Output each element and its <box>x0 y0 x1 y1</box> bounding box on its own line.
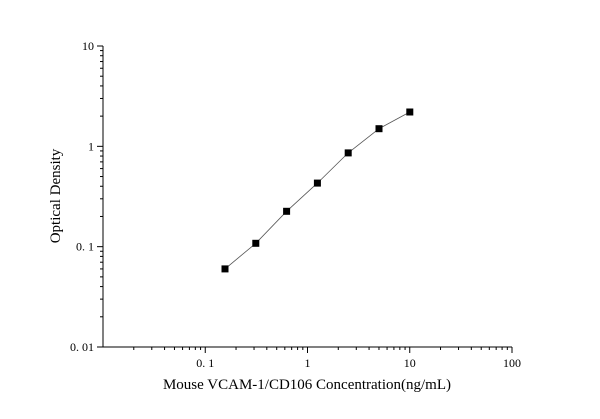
data-point <box>252 239 260 247</box>
data-point <box>344 149 352 157</box>
data-point <box>221 265 229 273</box>
y-tick-label: 1 <box>88 139 94 153</box>
x-tick-label: 0. 1 <box>196 356 214 370</box>
plot-area <box>221 108 414 273</box>
x-tick-label: 100 <box>503 356 521 370</box>
y-axis-title: Optical Density <box>48 148 64 243</box>
data-point <box>375 125 383 133</box>
x-ticks: 0. 1 1 10 100 <box>133 347 521 370</box>
data-point <box>283 207 291 215</box>
y-tick-label: 0. 01 <box>70 340 94 354</box>
x-axis-title: Mouse VCAM-1/CD106 Concentration(ng/mL) <box>163 377 451 393</box>
data-point <box>406 108 414 116</box>
axes <box>102 46 512 348</box>
x-tick-label: 10 <box>404 356 416 370</box>
y-tick-label: 0. 1 <box>76 240 94 254</box>
x-tick-label: 1 <box>305 356 311 370</box>
y-tick-label: 10 <box>82 39 94 53</box>
y-ticks: 0. 01 0. 1 1 10 <box>70 39 103 354</box>
data-point <box>313 179 321 187</box>
